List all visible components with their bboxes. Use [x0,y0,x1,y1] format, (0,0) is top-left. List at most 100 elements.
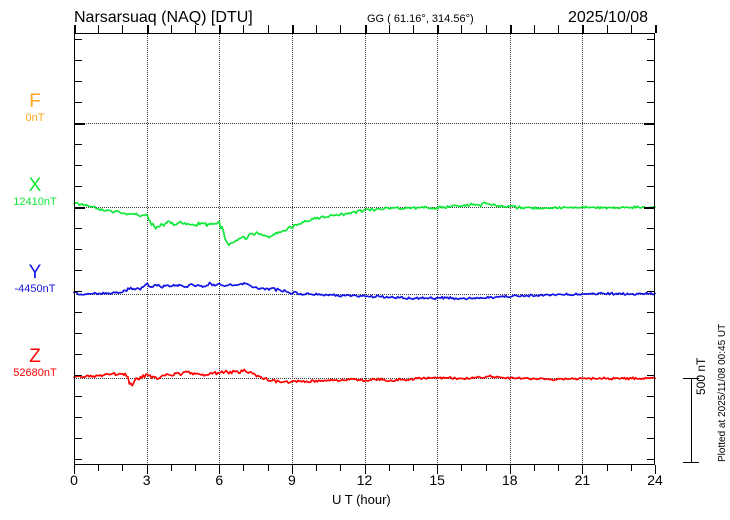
x-tick-bottom-16 [461,465,463,471]
x-tick-top-15 [437,25,440,33]
x-tick-top-8 [267,25,269,33]
gridline-vertical-9h [291,33,293,465]
station-title: Narsarsuaq (NAQ) [DTU] [74,9,253,26]
component-letter-F: F [29,91,41,112]
baseline-gridline-Z [74,378,655,379]
baseline-gridline-F [74,123,655,124]
geographic-coordinates: GG ( 61.16°, 314.56°) [367,13,474,25]
trace-X [73,201,656,247]
x-axis-tick-label-24: 24 [647,472,663,488]
x-tick-bottom-24 [655,465,656,474]
trace-Z [73,368,656,387]
x-tick-top-14 [412,25,414,33]
component-baseline-value-Y: -4450nT [14,283,56,295]
x-tick-bottom-6 [219,465,221,474]
baseline-gridline-Y [74,294,655,295]
x-tick-bottom-4 [170,465,172,471]
y-tick [74,207,85,209]
y-tick [74,102,82,103]
x-tick-bottom-1 [98,465,100,471]
plot-area [73,33,656,465]
component-baseline-value-F: 0nT [25,112,45,124]
y-tick [647,144,655,145]
y-tick [647,81,655,82]
y-tick [647,102,655,103]
y-tick [74,165,82,166]
y-tick [74,459,82,460]
component-label-F: F 0nT [0,92,70,125]
x-tick-bottom-0 [74,465,75,474]
x-tick-bottom-12 [364,465,366,474]
component-letter-Z: Z [29,346,41,367]
x-tick-top-12 [364,25,367,33]
x-axis-tick-label-3: 3 [142,472,151,488]
component-baseline-value-X: 12410nT [13,196,57,208]
x-tick-top-6 [219,25,222,33]
observation-date: 2025/10/08 [568,9,649,26]
x-axis-tick-label-18: 18 [501,472,518,488]
y-tick [647,186,655,187]
component-baseline-value-Z: 52680nT [13,367,57,379]
gridline-vertical-15h [437,33,439,465]
y-tick [644,207,655,209]
x-tick-bottom-19 [533,465,535,471]
y-tick [647,165,655,166]
y-tick [74,438,82,439]
x-tick-top-22 [606,25,608,33]
x-tick-bottom-2 [122,465,124,471]
y-tick [647,249,655,250]
x-tick-bottom-23 [630,465,632,471]
x-tick-top-4 [170,25,172,33]
x-axis-tick-label-9: 9 [287,472,296,488]
component-letter-Y: Y [28,262,42,283]
y-tick [647,333,655,334]
y-tick [74,144,82,145]
x-tick-top-7 [243,25,245,33]
gridline-vertical-12h [364,33,366,465]
y-tick [74,60,82,61]
x-tick-top-20 [558,25,560,33]
y-tick [74,186,82,187]
x-tick-bottom-17 [485,465,487,471]
y-tick [74,39,82,40]
trace-layer [73,201,656,387]
x-tick-top-13 [388,25,390,33]
y-tick [74,417,82,418]
x-tick-top-9 [291,25,294,33]
x-tick-top-18 [509,25,512,33]
y-tick [74,396,82,397]
x-axis-tick-label-0: 0 [70,472,78,488]
y-tick [647,354,655,355]
y-tick [647,39,655,40]
x-axis-title: U T (hour) [332,492,391,507]
component-label-Y: Y -4450nT [0,263,70,296]
baseline-gridline-X [74,207,655,208]
y-tick [647,270,655,271]
x-tick-bottom-14 [412,465,414,471]
y-tick [647,60,655,61]
x-tick-bottom-18 [509,465,511,474]
plotted-timestamp: Plotted at 2025/11/08 00:45 UT [717,323,728,462]
scale-bar [691,378,692,462]
gridline-vertical-6h [219,33,221,465]
component-label-Z: Z 52680nT [0,347,70,380]
x-tick-top-3 [146,25,149,33]
x-tick-bottom-8 [267,465,269,471]
gridline-vertical-21h [582,33,584,465]
y-tick [647,375,655,376]
y-tick [647,312,655,313]
x-tick-bottom-15 [437,465,439,474]
x-tick-top-24 [655,25,657,33]
x-tick-top-10 [316,25,318,33]
x-tick-bottom-11 [340,465,342,471]
x-axis-tick-label-15: 15 [429,472,445,488]
x-tick-bottom-10 [316,465,318,471]
y-tick [647,438,655,439]
y-tick [74,333,82,334]
x-tick-top-16 [461,25,463,33]
x-axis-tick-label-21: 21 [574,472,591,488]
y-tick [647,396,655,397]
x-tick-top-23 [630,25,632,33]
y-tick [647,228,655,229]
